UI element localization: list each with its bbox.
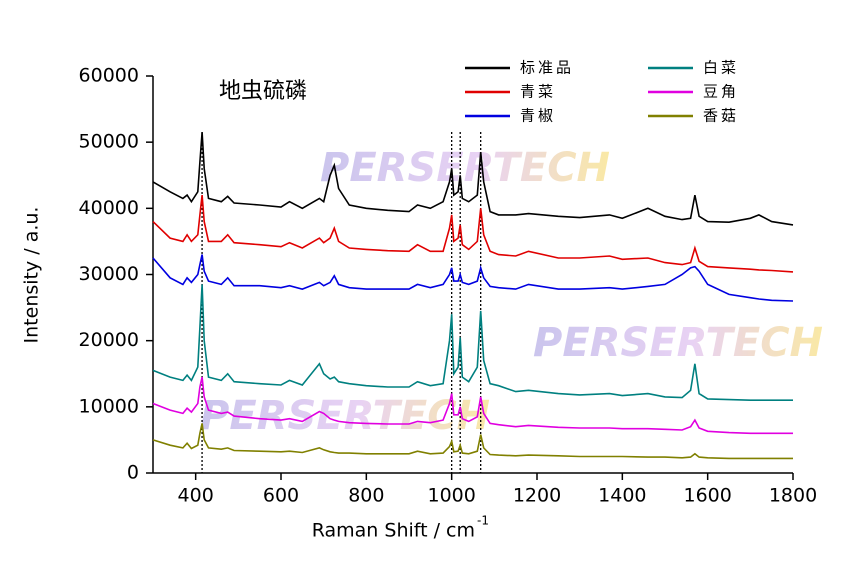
x-tick-label: 1600 [683, 485, 731, 507]
x-tick-label: 1000 [427, 485, 475, 507]
series-line [152, 254, 794, 302]
watermark: PERSERTECH [200, 393, 490, 439]
series-line [152, 423, 793, 460]
series-line [152, 376, 793, 435]
watermark: PERSERTECH [320, 145, 610, 191]
y-tick-label: 60000 [79, 65, 139, 87]
legend-label: 标准品 [520, 59, 574, 77]
y-tick-label: 50000 [79, 131, 139, 153]
watermark: PERSERTECH [533, 320, 823, 366]
x-tick-label: 600 [263, 485, 299, 507]
y-tick-label: 20000 [79, 329, 139, 351]
series-line [152, 132, 794, 226]
annotation: 地虫硫磷 [219, 79, 307, 104]
x-axis-label: Raman Shift / cm [312, 520, 475, 542]
legend-label: 青椒 [520, 107, 556, 125]
y-tick-label: 0 [127, 462, 139, 484]
legend-label: 豆角 [703, 83, 739, 101]
y-axis-label: Intensity / a.u. [21, 207, 43, 344]
series-line [152, 195, 794, 273]
y-tick-label: 10000 [79, 395, 139, 417]
legend-label: 青菜 [520, 83, 556, 101]
y-tick-label: 40000 [79, 197, 139, 219]
series-line [152, 284, 793, 401]
x-tick-label: 400 [178, 485, 214, 507]
legend-label: 白菜 [703, 59, 739, 77]
x-tick-label: 1200 [513, 485, 561, 507]
x-tick-label: 1400 [598, 485, 646, 507]
x-tick-label: 1800 [769, 485, 817, 507]
legend-label: 香菇 [703, 107, 739, 125]
x-axis-label-superscript: -1 [477, 514, 489, 528]
x-tick-label: 800 [348, 485, 384, 507]
y-tick-label: 30000 [79, 263, 139, 285]
